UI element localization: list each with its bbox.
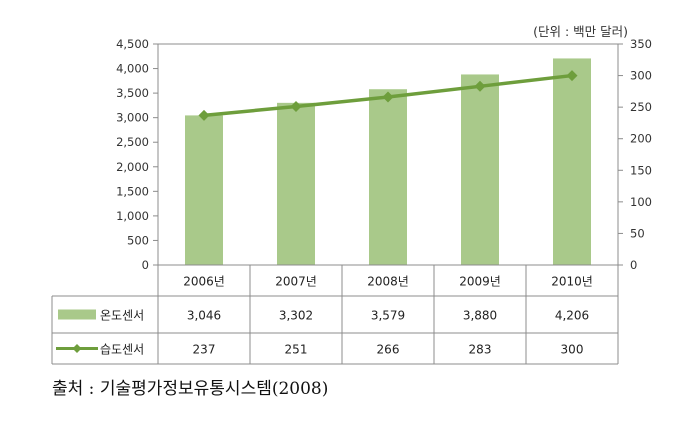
right-tick-label: 300 (630, 69, 652, 83)
right-tick-label: 100 (630, 195, 652, 209)
humidity-point-2006년 (198, 109, 210, 121)
left-axis: 0 500 1,000 1,500 2,000 2,500 3,000 3,500 4,000 4… (116, 37, 158, 272)
left-tick-label: 4,500 (116, 37, 149, 51)
humidity-point-2008년 (382, 91, 394, 103)
bar-2006년 (185, 115, 223, 265)
table-value: 4,206 (555, 309, 589, 323)
unit-label: (단위 : 백만 달러) (533, 24, 628, 39)
bar-series-temperature (185, 58, 591, 266)
series-name: 습도센서 (100, 343, 144, 357)
table-value: 3,579 (371, 309, 405, 323)
legend-key-bar (58, 309, 96, 320)
right-tick-label: 0 (630, 258, 637, 272)
left-tick-label: 3,500 (116, 86, 149, 100)
table-value: 3,046 (187, 309, 221, 323)
right-tick-label: 350 (630, 37, 652, 51)
right-axis: 0 50 100 150 200 250 300 350 (618, 37, 652, 272)
table-value: 300 (561, 343, 584, 357)
category-label: 2010년 (551, 275, 593, 289)
left-tick-label: 4,000 (116, 62, 149, 76)
legend-key-marker (72, 344, 82, 353)
category-label: 2008년 (367, 275, 409, 289)
line-series-humidity (198, 70, 578, 121)
table-value: 3,302 (279, 309, 313, 323)
source-note: 출처 : 기술평가정보유통시스템(2008) (52, 379, 329, 399)
right-tick-label: 150 (630, 163, 652, 177)
table-value: 3,880 (463, 309, 497, 323)
bar-2010년 (553, 58, 591, 266)
right-tick-label: 200 (630, 132, 652, 146)
series-name: 온도센서 (100, 309, 144, 323)
humidity-point-2007년 (290, 101, 302, 113)
category-label: 2009년 (459, 275, 501, 289)
left-tick-label: 2,000 (116, 160, 149, 174)
right-tick-label: 50 (630, 226, 645, 240)
category-label: 2006년 (183, 275, 225, 289)
humidity-point-2010년 (566, 70, 578, 82)
left-tick-label: 1,500 (116, 184, 149, 198)
humidity-point-2009년 (474, 80, 486, 92)
table-value: 251 (285, 343, 308, 357)
table-value: 237 (193, 343, 216, 357)
left-tick-label: 0 (142, 258, 149, 272)
category-label: 2007년 (275, 275, 317, 289)
bar-2008년 (369, 89, 407, 266)
table-value: 283 (469, 343, 492, 357)
left-tick-label: 2,500 (116, 135, 149, 149)
left-tick-label: 1,000 (116, 209, 149, 223)
bar-2007년 (277, 102, 315, 265)
bar-2009년 (461, 74, 499, 266)
left-tick-label: 500 (127, 233, 149, 247)
right-tick-label: 250 (630, 100, 652, 114)
left-tick-label: 3,000 (116, 111, 149, 125)
table-value: 266 (377, 343, 400, 357)
